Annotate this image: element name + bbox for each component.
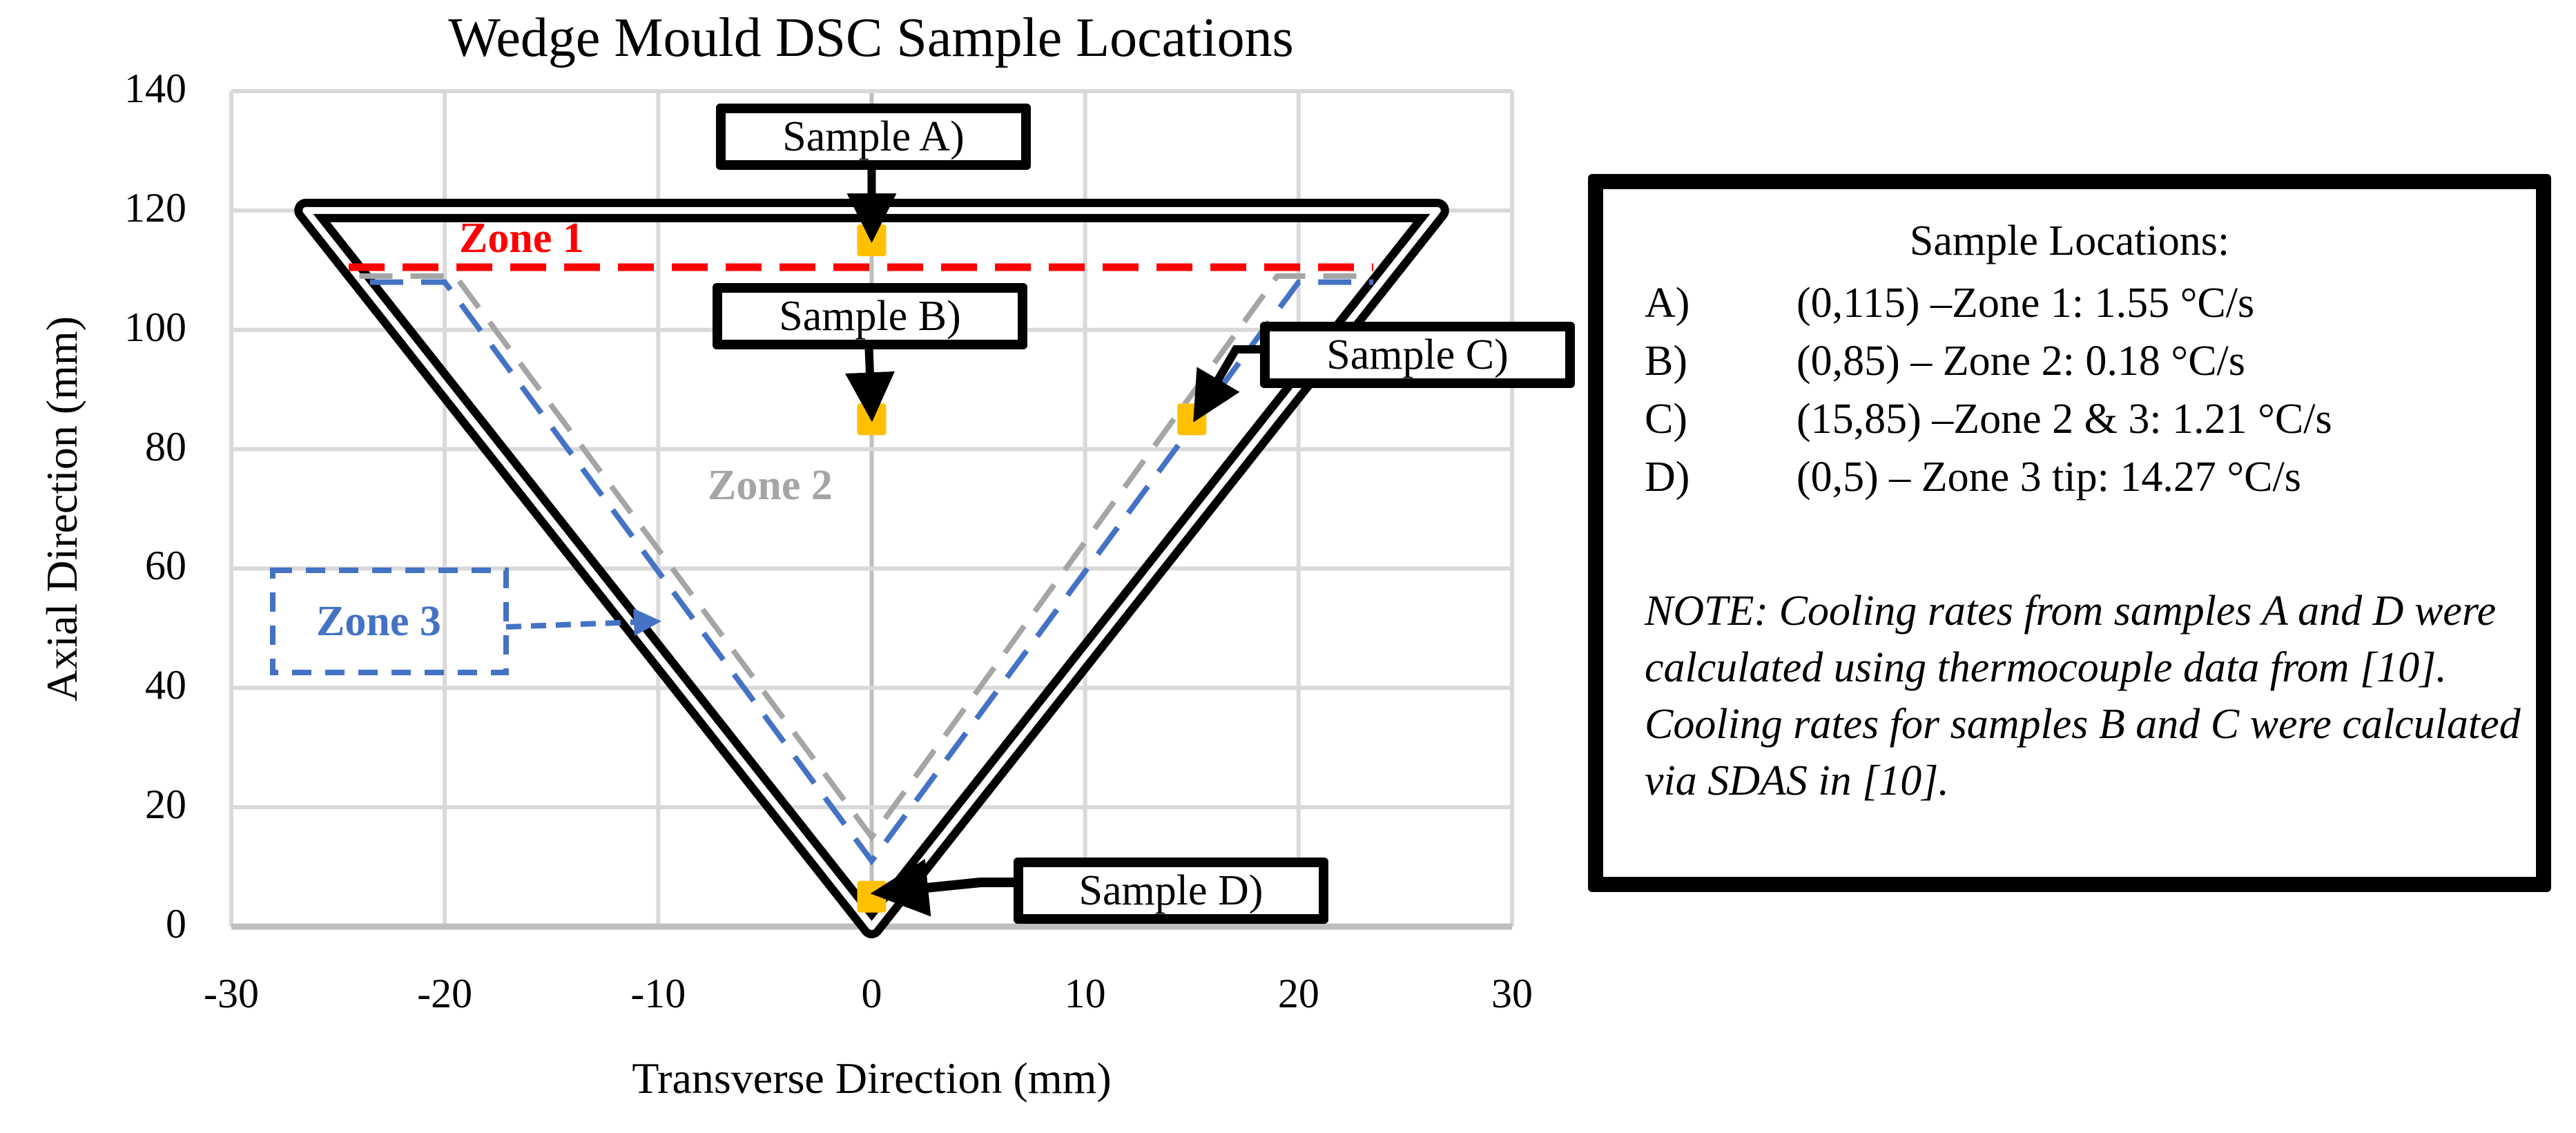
zone1-label: Zone 1	[459, 215, 584, 262]
legend-row: A) (0,115) –Zone 1: 1.55 °C/s	[1645, 279, 2254, 328]
zone3-label: Zone 3	[316, 598, 441, 645]
x-tick-label: -10	[630, 971, 686, 1016]
y-tick-label: 140	[124, 66, 186, 111]
callout-arrows	[844, 170, 1260, 917]
x-tick-label: 20	[1277, 971, 1319, 1016]
callout-sample-a-text: Sample A)	[782, 113, 965, 160]
y-tick-label: 80	[145, 423, 186, 469]
zone3-arrow	[505, 608, 661, 637]
y-axis-label: Axial Direction (mm)	[37, 316, 86, 702]
legend-row: D) (0,5) – Zone 3 tip: 14.27 °C/s	[1645, 453, 2301, 502]
y-tick-label: 100	[124, 304, 186, 350]
arrow-sample-c	[1193, 345, 1260, 423]
legend-text: (0,115) –Zone 1: 1.55 °C/s	[1797, 280, 2255, 327]
callout-sample-c: Sample C)	[1260, 322, 1575, 388]
legend-row: C) (15,85) –Zone 2 & 3: 1.21 °C/s	[1645, 395, 2332, 444]
legend-key: D)	[1645, 454, 1690, 501]
legend-key: B)	[1645, 338, 1687, 385]
sample-locations-legend: Sample Locations: A) (0,115) –Zone 1: 1.5…	[1588, 174, 2551, 892]
legend-key: A)	[1645, 280, 1690, 327]
legend-title: Sample Locations:	[1909, 217, 2230, 264]
legend-text: (15,85) –Zone 2 & 3: 1.21 °C/s	[1797, 396, 2332, 443]
x-tick-label: -20	[417, 971, 473, 1016]
y-tick-label: 120	[124, 184, 186, 231]
y-tick-label: 40	[145, 662, 186, 708]
x-tick-label: 0	[861, 971, 882, 1016]
zone-2-boundary	[359, 273, 1374, 842]
y-tick-label: 60	[145, 543, 186, 589]
arrow-sample-b	[844, 349, 895, 423]
arrow-sample-d	[870, 858, 1014, 917]
legend-key: C)	[1645, 396, 1687, 443]
zone2-label: Zone 2	[708, 462, 833, 509]
legend-text: (0,5) – Zone 3 tip: 14.27 °C/s	[1797, 454, 2301, 501]
callout-sample-d-text: Sample D)	[1078, 867, 1263, 914]
x-tick-label: -30	[204, 971, 259, 1016]
y-tick-label: 0	[166, 901, 186, 947]
zone3-label-box	[270, 568, 509, 675]
legend-text: (0,85) – Zone 2: 0.18 °C/s	[1797, 338, 2245, 385]
callout-sample-a: Sample A)	[716, 104, 1031, 170]
legend-note: NOTE: Cooling rates from samples A and D…	[1645, 588, 2521, 804]
x-tick-label: 10	[1064, 971, 1106, 1016]
callout-sample-d: Sample D)	[1014, 858, 1328, 924]
x-axis-label: Transverse Direction (mm)	[632, 1054, 1112, 1103]
chart-title: Wedge Mould DSC Sample Locations	[448, 8, 1294, 68]
callout-sample-b: Sample B)	[713, 283, 1027, 349]
x-tick-label: 30	[1491, 971, 1533, 1016]
callout-sample-b-text: Sample B)	[779, 293, 961, 340]
y-tick-label: 20	[145, 782, 186, 828]
callout-sample-c-text: Sample C)	[1326, 331, 1509, 378]
legend-row: B) (0,85) – Zone 2: 0.18 °C/s	[1645, 337, 2245, 386]
